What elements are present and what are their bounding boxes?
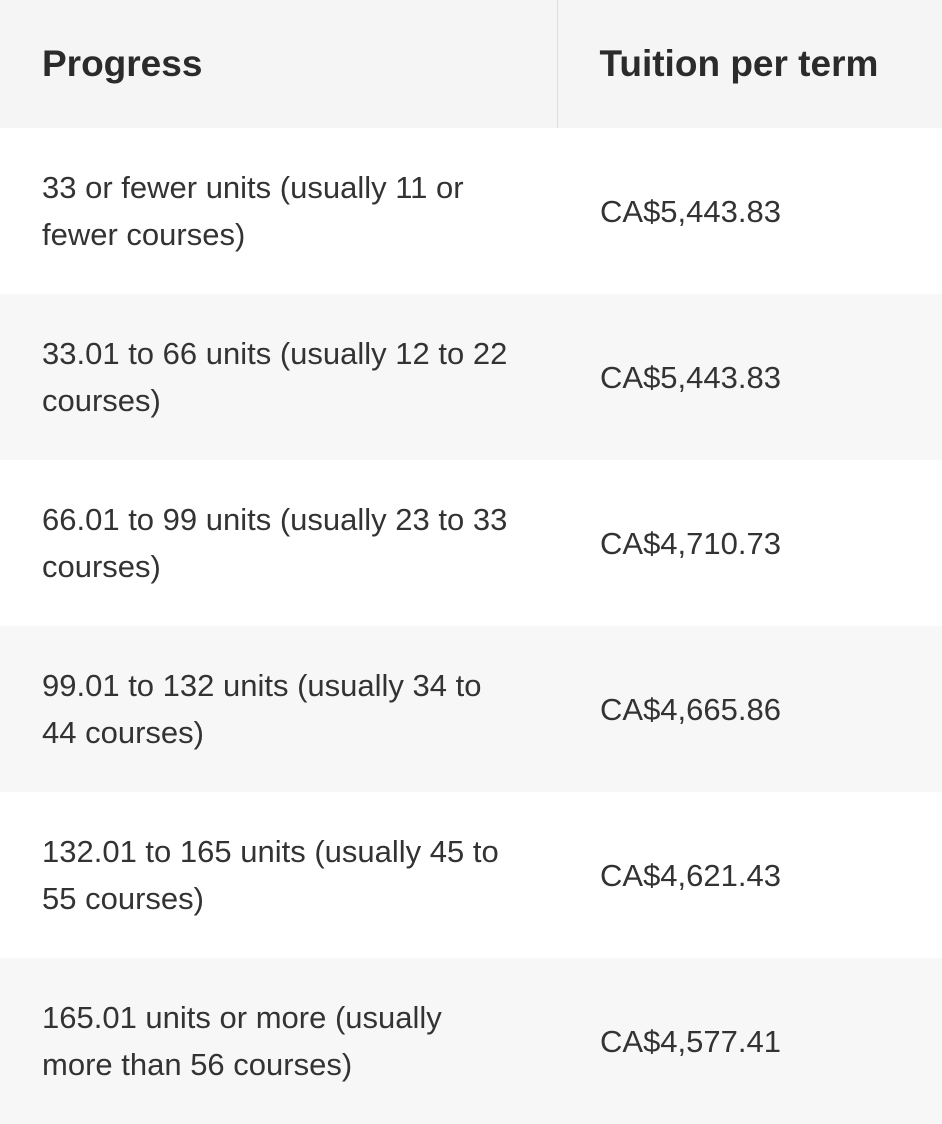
tuition-cell: CA$4,577.41 xyxy=(600,1023,781,1059)
tuition-cell: CA$5,443.83 xyxy=(600,193,781,229)
progress-cell: 66.01 to 99 units (usually 23 to 33 cour… xyxy=(42,502,508,584)
table-row: 33 or fewer units (usually 11 or fewer c… xyxy=(0,128,942,294)
tuition-cell: CA$4,665.86 xyxy=(600,691,781,727)
progress-cell: 99.01 to 132 units (usually 34 to 44 cou… xyxy=(42,668,482,750)
tuition-cell: CA$4,621.43 xyxy=(600,857,781,893)
tuition-cell: CA$5,443.83 xyxy=(600,359,781,395)
progress-cell: 165.01 units or more (usually more than … xyxy=(42,1000,442,1082)
table-row: 66.01 to 99 units (usually 23 to 33 cour… xyxy=(0,460,942,626)
progress-column-header: Progress xyxy=(0,0,558,128)
table-row: 33.01 to 66 units (usually 12 to 22 cour… xyxy=(0,294,942,460)
table-row: 132.01 to 165 units (usually 45 to 55 co… xyxy=(0,792,942,958)
table-row: 99.01 to 132 units (usually 34 to 44 cou… xyxy=(0,626,942,792)
tuition-cell: CA$4,710.73 xyxy=(600,525,781,561)
table-header-row: Progress Tuition per term xyxy=(0,0,942,128)
tuition-column-header: Tuition per term xyxy=(557,0,942,128)
table-row: 165.01 units or more (usually more than … xyxy=(0,958,942,1124)
progress-cell: 132.01 to 165 units (usually 45 to 55 co… xyxy=(42,834,499,916)
progress-cell: 33 or fewer units (usually 11 or fewer c… xyxy=(42,170,464,252)
progress-cell: 33.01 to 66 units (usually 12 to 22 cour… xyxy=(42,336,508,418)
